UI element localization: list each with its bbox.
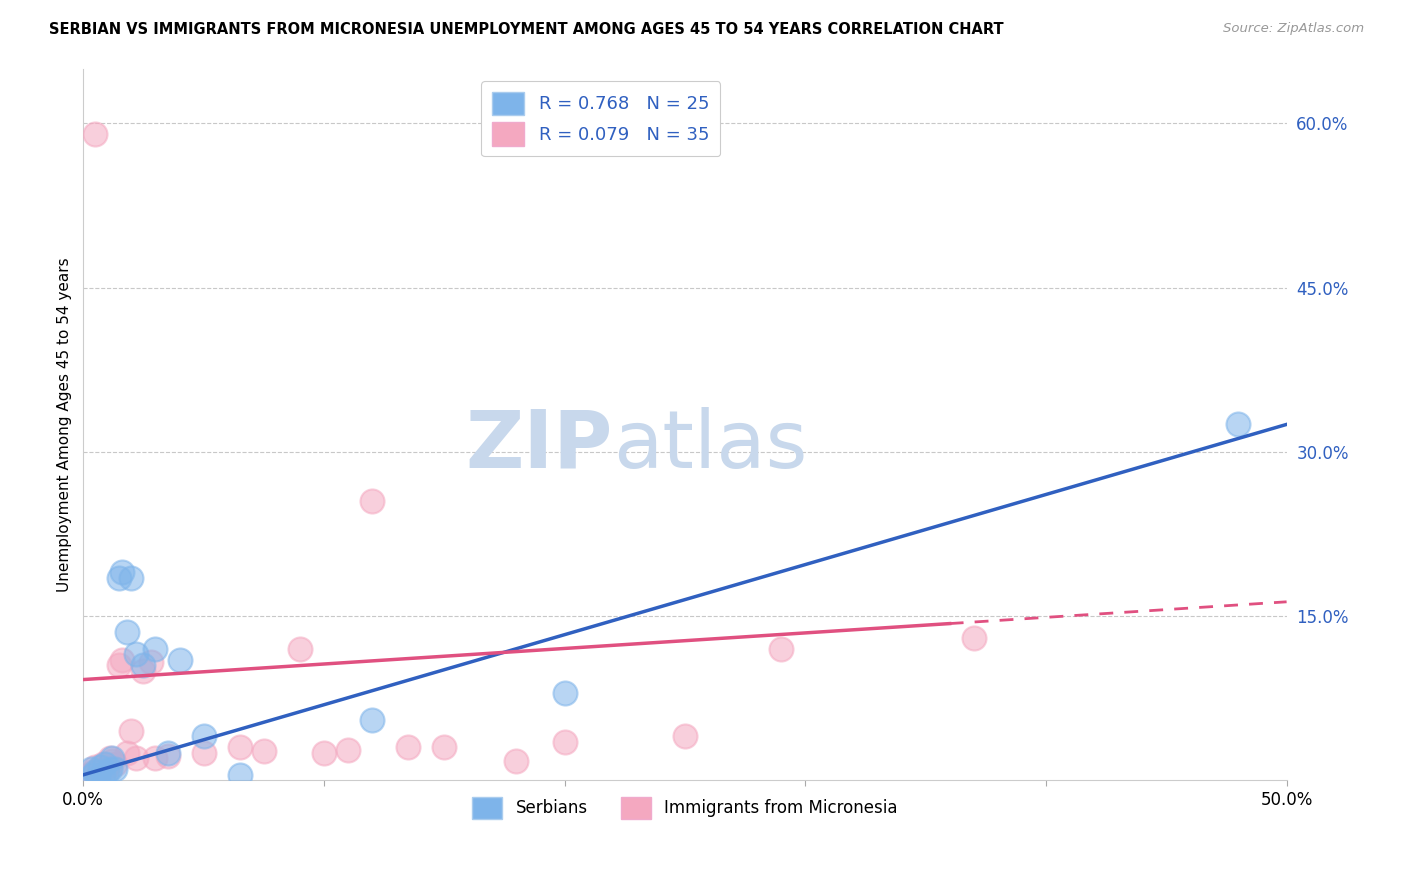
Point [169, 653, 191, 667]
Point [433, 740, 456, 755]
Point [96, 760, 118, 774]
Point [98, 762, 121, 776]
Point [89, 760, 111, 774]
Point [79, 762, 101, 776]
Point [505, 754, 527, 768]
Point [115, 625, 138, 640]
Point [156, 746, 179, 760]
Point [101, 754, 124, 768]
Point [145, 641, 167, 656]
Text: ZIP: ZIP [465, 407, 613, 484]
Point [82, 764, 104, 779]
Point [89, 762, 111, 776]
Point [193, 746, 215, 760]
Point [132, 658, 155, 673]
Point [87, 768, 110, 782]
Point [84, 127, 107, 141]
Text: atlas: atlas [613, 407, 807, 484]
Point [139, 655, 162, 669]
Point [132, 664, 155, 678]
Point [145, 751, 167, 765]
Point [111, 566, 134, 580]
Point [396, 740, 419, 755]
Point [288, 641, 311, 656]
Point [84, 760, 107, 774]
Point [94, 764, 117, 779]
Point [1227, 417, 1250, 432]
Point [253, 744, 276, 758]
Point [125, 751, 148, 765]
Point [554, 686, 576, 700]
Point [228, 740, 250, 755]
Point [84, 764, 107, 779]
Point [108, 658, 131, 673]
Point [120, 571, 142, 585]
Point [96, 764, 118, 779]
Point [91, 768, 114, 782]
Point [94, 756, 117, 771]
Point [87, 770, 110, 784]
Point [361, 494, 384, 508]
Point [82, 768, 104, 782]
Point [312, 746, 335, 760]
Legend: Serbians, Immigrants from Micronesia: Serbians, Immigrants from Micronesia [465, 790, 904, 825]
Point [79, 768, 101, 782]
Point [193, 730, 215, 744]
Text: SERBIAN VS IMMIGRANTS FROM MICRONESIA UNEMPLOYMENT AMONG AGES 45 TO 54 YEARS COR: SERBIAN VS IMMIGRANTS FROM MICRONESIA UN… [49, 22, 1004, 37]
Point [115, 746, 138, 760]
Point [673, 730, 696, 744]
Point [120, 724, 142, 739]
Point [111, 653, 134, 667]
Point [103, 756, 125, 771]
Point [554, 735, 576, 749]
Point [156, 749, 179, 764]
Point [91, 756, 114, 771]
Text: Source: ZipAtlas.com: Source: ZipAtlas.com [1223, 22, 1364, 36]
Point [101, 751, 124, 765]
Point [103, 762, 125, 776]
Point [108, 571, 131, 585]
Point [125, 648, 148, 662]
Point [963, 631, 986, 645]
Point [228, 768, 250, 782]
Point [770, 641, 793, 656]
Point [361, 713, 384, 727]
Point [98, 751, 121, 765]
Y-axis label: Unemployment Among Ages 45 to 54 years: Unemployment Among Ages 45 to 54 years [58, 257, 72, 591]
Point [337, 742, 360, 756]
